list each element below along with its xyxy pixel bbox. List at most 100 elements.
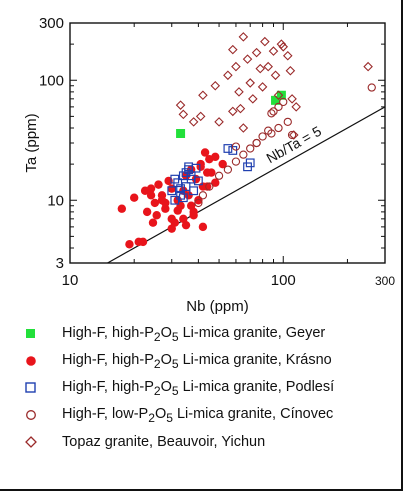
data-point-beauvoir <box>178 109 189 120</box>
data-point-podlesi <box>176 184 185 194</box>
data-point-krasno <box>186 201 196 210</box>
data-point-krasno <box>150 198 160 208</box>
data-point-krasno <box>138 237 148 247</box>
data-point-cinovec <box>205 182 214 191</box>
data-point-beauvoir <box>257 82 268 92</box>
data-point-podlesi <box>170 195 180 205</box>
data-point-cinovec <box>231 157 241 166</box>
data-point-cinovec <box>274 123 283 133</box>
data-point-beauvoir <box>195 111 206 122</box>
y-tick-label: 10 <box>47 192 64 209</box>
data-point-krasno <box>146 184 156 193</box>
legend-item-beauvoir: Topaz granite, Beauvoir, Yichun <box>24 431 265 453</box>
data-point-beauvoir <box>223 70 233 81</box>
data-point-podlesi <box>189 186 199 196</box>
data-point-podlesi <box>223 144 233 153</box>
x-tick-label: 100 <box>271 272 296 289</box>
legend-marker-filled-circle <box>24 354 54 368</box>
data-point-krasno <box>218 159 227 169</box>
data-point-beauvoir <box>278 42 289 52</box>
data-point-podlesi <box>178 193 188 203</box>
data-point-podlesi <box>170 174 180 184</box>
plot-frame <box>69 22 386 264</box>
reference-line <box>107 106 386 264</box>
y-tick-label: 3 <box>56 255 64 272</box>
legend-marker-open-circle <box>24 408 54 422</box>
data-point-krasno <box>167 224 176 233</box>
data-point-beauvoir <box>268 46 279 56</box>
y-tick-label: 300 <box>39 15 64 32</box>
legend-item-podlesi: High-F, high-P2O5 Li-mica granite, Podle… <box>24 377 334 399</box>
data-point-cinovec <box>214 171 224 180</box>
data-point-krasno <box>157 196 167 205</box>
data-point-cinovec <box>239 150 248 159</box>
data-point-krasno <box>152 211 161 220</box>
legend-item-krasno: High-F, high-P2O5 Li-mica granite, Krásn… <box>24 350 332 372</box>
data-point-beauvoir <box>198 90 208 101</box>
y-tick-label: 100 <box>39 72 64 89</box>
data-point-geyer <box>276 90 286 100</box>
data-point-geyer <box>176 128 186 138</box>
data-point-beauvoir <box>175 100 186 110</box>
data-point-krasno <box>148 218 158 227</box>
data-point-krasno <box>189 211 198 220</box>
data-point-beauvoir <box>255 63 266 74</box>
data-point-beauvoir <box>238 123 249 133</box>
data-point-podlesi <box>193 176 203 186</box>
data-point-cinovec <box>223 165 233 174</box>
reference-line-label: Nb/Ta = 5 <box>264 123 325 167</box>
data-point-cinovec <box>267 109 276 118</box>
data-point-beauvoir <box>210 80 221 91</box>
data-point-beauvoir <box>214 117 224 127</box>
data-point-geyer <box>271 95 281 105</box>
data-point-beauvoir <box>287 94 297 104</box>
data-point-podlesi <box>176 190 185 200</box>
data-point-cinovec <box>231 142 241 151</box>
data-point-cinovec <box>258 132 267 141</box>
data-point-cinovec <box>287 130 297 140</box>
data-point-krasno <box>181 220 191 230</box>
data-point-krasno <box>203 168 212 177</box>
data-point-cinovec <box>198 191 208 200</box>
data-point-krasno <box>184 191 193 200</box>
data-point-cinovec <box>267 129 276 138</box>
legend-label: High-F, high-P2O5 Li-mica granite, Podle… <box>62 378 335 398</box>
x-axis-label: Nb (ppm) <box>186 298 249 315</box>
data-point-podlesi <box>186 171 196 181</box>
data-point-podlesi <box>245 158 255 168</box>
data-point-krasno <box>173 206 182 215</box>
legend-label: High-F, high-P2O5 Li-mica granite, Krásn… <box>62 351 332 371</box>
data-point-krasno <box>198 222 208 232</box>
data-point-beauvoir <box>270 70 281 81</box>
data-point-beauvoir <box>288 130 299 140</box>
legend-item-geyer: High-F, high-P2O5 Li-mica granite, Geyer <box>24 323 325 345</box>
data-point-krasno <box>142 207 152 217</box>
data-point-beauvoir <box>282 50 293 61</box>
data-point-beauvoir <box>248 94 258 104</box>
data-point-beauvoir <box>263 61 273 72</box>
x-tick-label: 10 <box>62 272 79 289</box>
data-point-krasno <box>117 204 127 213</box>
data-point-cinovec <box>279 97 288 107</box>
data-point-beauvoir <box>235 103 246 114</box>
data-point-cinovec <box>367 83 376 92</box>
data-point-beauvoir <box>242 54 253 64</box>
data-point-beauvoir <box>291 102 301 112</box>
data-point-krasno <box>154 180 163 189</box>
data-point-krasno <box>125 240 134 249</box>
y-axis-label: Ta (ppm) <box>23 113 40 172</box>
data-point-beauvoir <box>245 78 255 88</box>
data-point-beauvoir <box>273 90 284 101</box>
data-point-cinovec <box>252 138 261 148</box>
data-point-cinovec <box>194 198 203 208</box>
data-point-podlesi <box>181 168 191 178</box>
data-point-beauvoir <box>234 87 244 97</box>
data-point-krasno <box>167 184 176 193</box>
data-point-beauvoir <box>238 32 249 42</box>
data-point-beauvoir <box>260 36 270 47</box>
data-point-krasno <box>146 191 156 200</box>
data-point-podlesi <box>167 186 177 196</box>
data-point-krasno <box>211 178 220 187</box>
x-tick-label: 300 <box>375 274 395 288</box>
